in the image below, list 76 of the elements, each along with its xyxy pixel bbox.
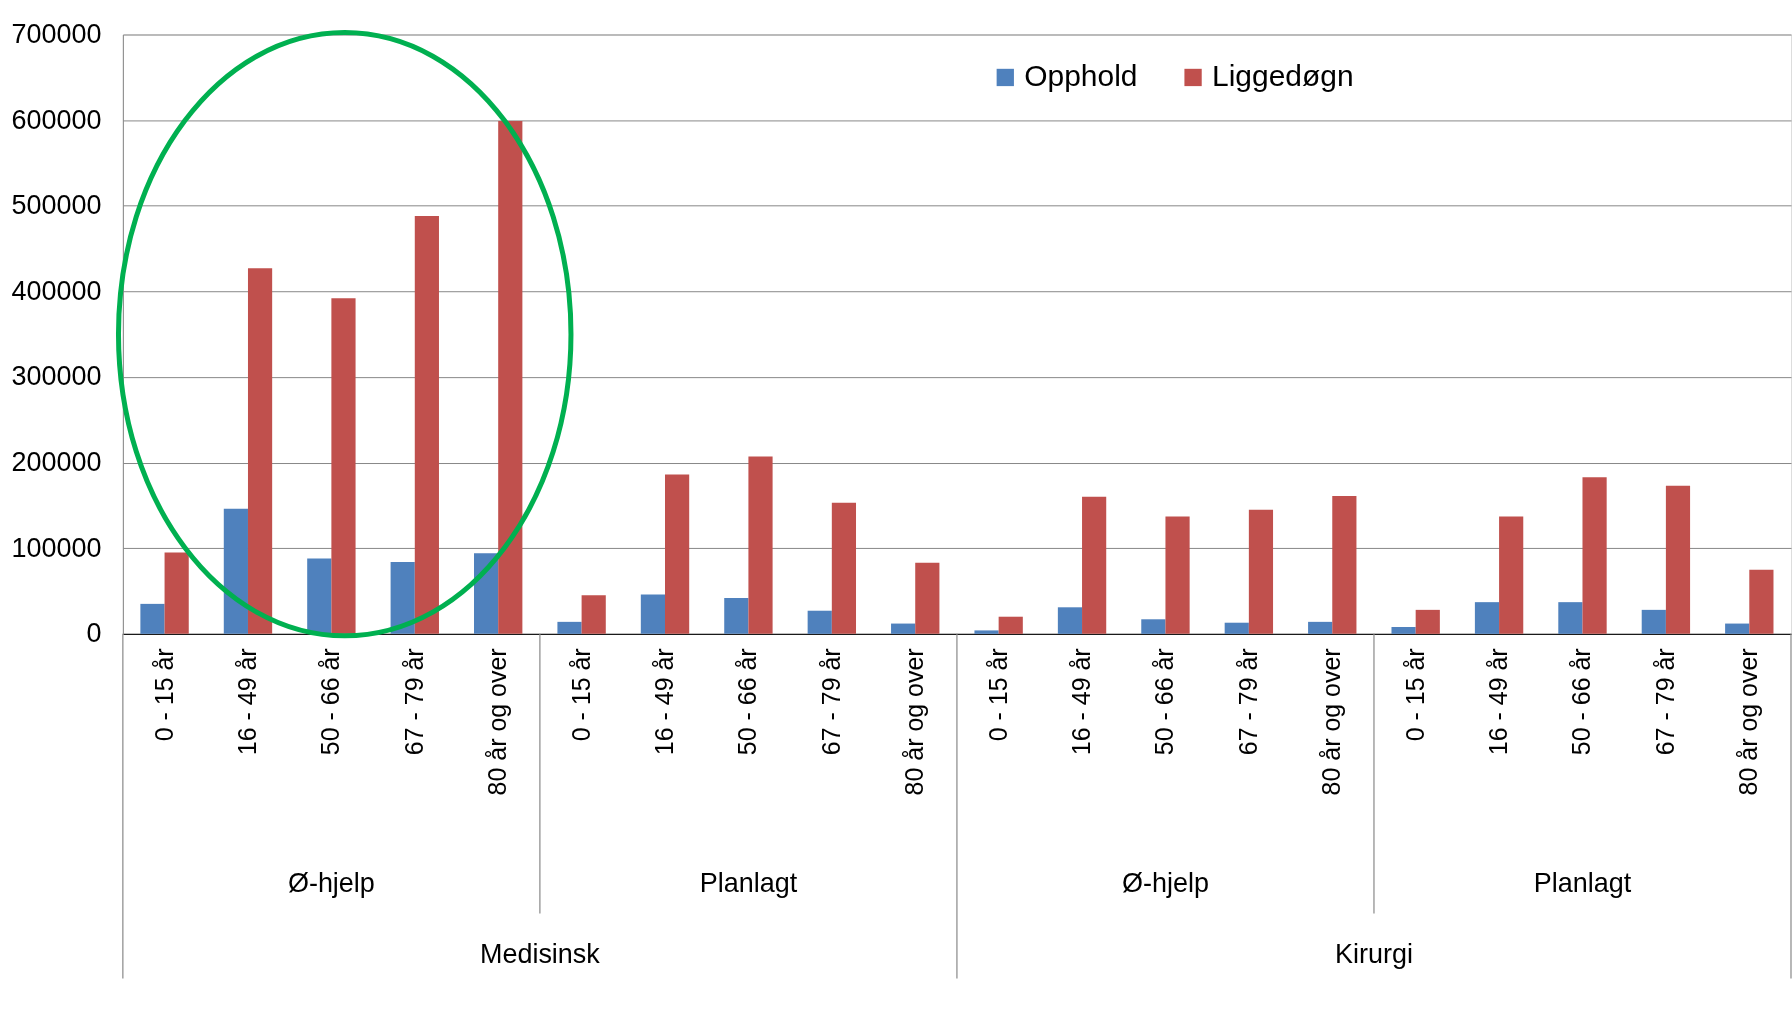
bar	[891, 623, 916, 634]
x-tick-label: 67 - 79 år	[1233, 648, 1262, 756]
y-tick-label: 200000	[11, 447, 102, 478]
bar	[998, 616, 1023, 634]
bar	[1082, 496, 1107, 634]
bar	[1332, 495, 1357, 634]
x-tick-label: 67 - 79 år	[399, 648, 428, 756]
y-tick-label: 0	[86, 618, 102, 649]
bar	[1141, 619, 1166, 634]
text: Ø-hjelp	[1122, 867, 1209, 898]
legend-label: Opphold	[1024, 59, 1138, 93]
bar	[247, 268, 273, 634]
bar	[665, 474, 690, 634]
text: Medisinsk	[479, 939, 601, 970]
bar	[1749, 569, 1774, 634]
bar	[1248, 509, 1274, 634]
bar	[640, 594, 666, 634]
x-tick-label: 0 - 15 år	[149, 648, 178, 742]
bar	[557, 621, 582, 634]
bar	[223, 508, 248, 634]
bar	[1415, 609, 1440, 634]
x-tick-label: 16 - 49 år	[650, 648, 678, 756]
legend-label: Liggedøgn	[1212, 59, 1354, 93]
x-tick-label: 80 år og over	[483, 648, 512, 796]
bar	[748, 456, 773, 634]
y-tick-label: 700000	[11, 19, 102, 49]
bar	[974, 630, 999, 634]
bar	[1499, 516, 1524, 634]
x-tick-label: 80 år og over	[1317, 648, 1346, 796]
bar	[140, 603, 165, 634]
bar	[1224, 622, 1249, 634]
bar	[164, 552, 189, 634]
bar	[1057, 607, 1083, 634]
x-tick-label: 50 - 66 år	[1150, 648, 1179, 756]
x-tick-label: 50 - 66 år	[733, 648, 762, 756]
x-tick-label: 16 - 49 år	[232, 648, 261, 756]
y-tick-label: 400000	[11, 275, 102, 306]
x-tick-label: 50 - 66 år	[316, 648, 345, 756]
bar	[581, 595, 606, 634]
bar	[1558, 602, 1583, 634]
bar	[1308, 621, 1333, 634]
bar	[1725, 623, 1750, 634]
text: Planlagt	[1533, 867, 1632, 898]
bar	[307, 558, 332, 634]
bar	[1474, 602, 1500, 634]
x-tick-label: 16 - 49 år	[1484, 648, 1513, 756]
bar	[915, 562, 940, 634]
x-tick-label: 0 - 15 år	[1400, 648, 1429, 742]
x-tick-label: 16 - 49 år	[1067, 648, 1096, 756]
bar	[498, 120, 523, 634]
x-tick-label: 0 - 15 år	[983, 648, 1012, 742]
x-tick-label: 50 - 66 år	[1567, 648, 1596, 756]
y-tick-label: 100000	[11, 532, 102, 563]
bar	[474, 553, 499, 634]
bar	[1641, 609, 1666, 634]
text: Planlagt	[699, 867, 798, 898]
x-tick-label: 0 - 15 år	[566, 648, 595, 742]
text: Ø-hjelp	[287, 867, 375, 898]
bar	[831, 502, 857, 634]
bar	[1582, 477, 1607, 634]
bar	[414, 216, 439, 634]
y-tick-label: 300000	[11, 361, 102, 392]
bar	[1391, 626, 1416, 634]
x-tick-label: 80 år og over	[1734, 648, 1763, 796]
bar	[724, 597, 749, 634]
x-tick-label: 67 - 79 år	[1650, 648, 1679, 756]
text: Kirurgi	[1335, 939, 1413, 970]
bar	[390, 561, 415, 634]
bar	[1165, 516, 1190, 634]
bar	[807, 610, 832, 634]
y-tick-label: 600000	[11, 104, 102, 135]
y-tick-label: 500000	[11, 190, 102, 221]
x-tick-label: 67 - 79 år	[816, 648, 845, 756]
bar	[331, 298, 356, 634]
bar	[1665, 485, 1691, 634]
x-tick-label: 80 år og over	[900, 648, 929, 796]
